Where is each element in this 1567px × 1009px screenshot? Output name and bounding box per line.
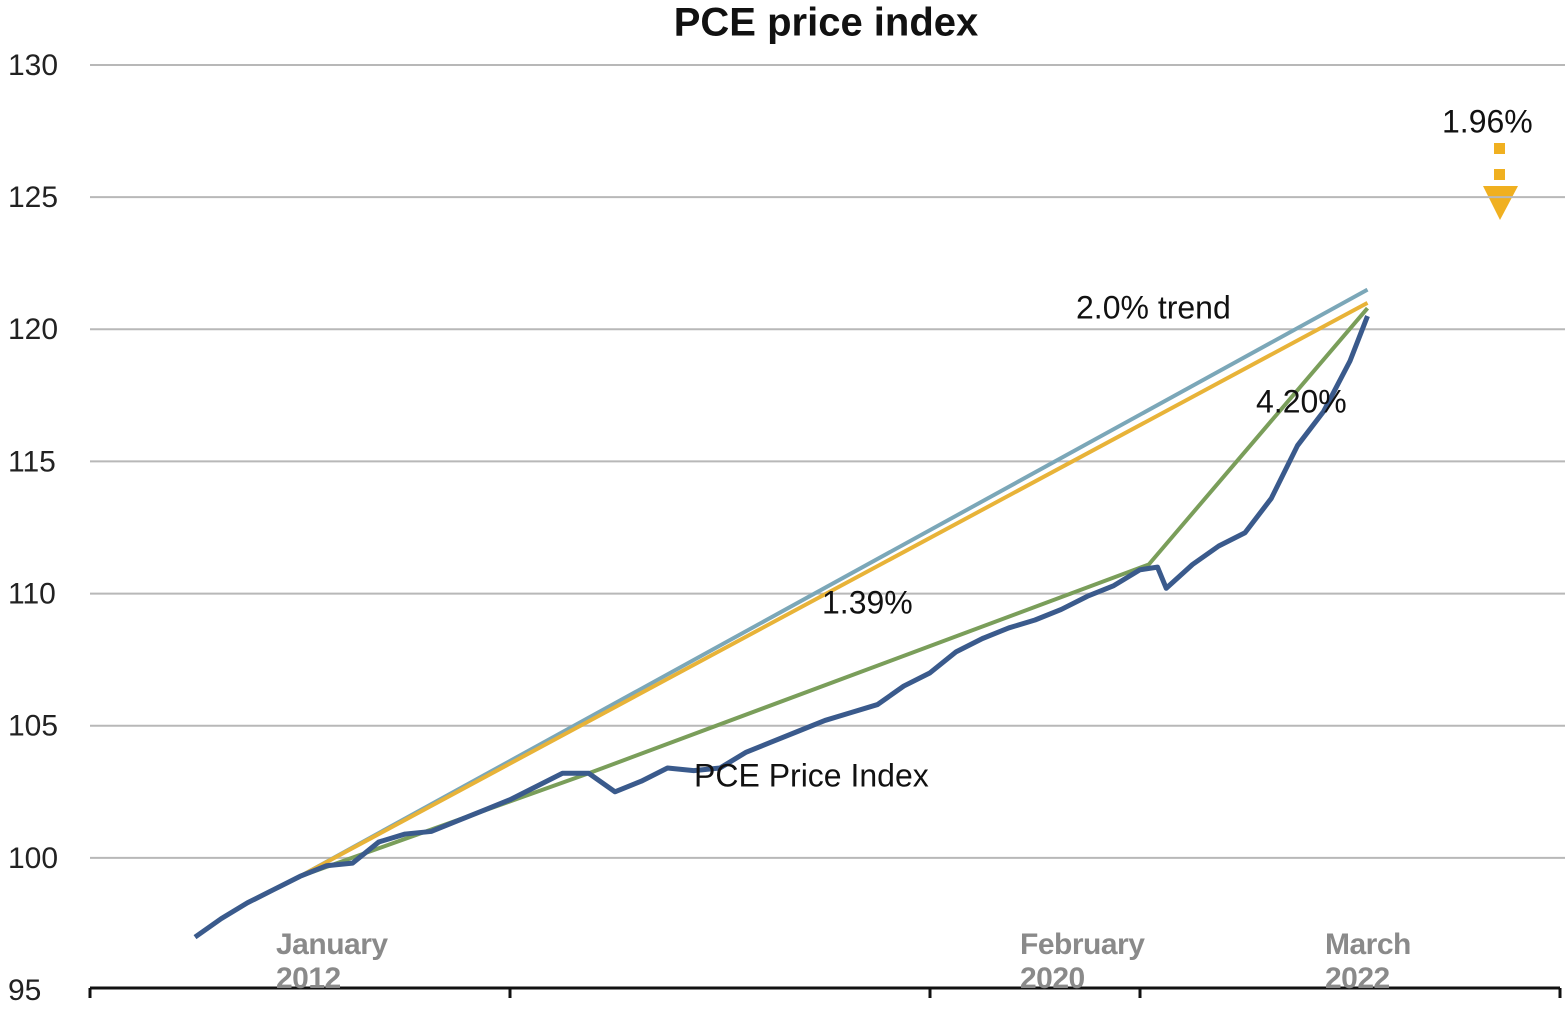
series-label: 1.96% <box>1442 103 1533 139</box>
x-label: March 2022 <box>1325 928 1411 995</box>
chart-title: PCE price index <box>674 1 979 45</box>
y-tick-label: 100 <box>8 842 58 875</box>
y-tick-label: 125 <box>8 181 58 214</box>
y-tick-label: 95 <box>8 974 41 1007</box>
y-tick-label: 105 <box>8 710 58 743</box>
series-label: PCE Price Index <box>694 757 929 793</box>
y-tick-label: 120 <box>8 313 58 346</box>
x-label: February 2020 <box>1020 928 1145 995</box>
y-tick-label: 115 <box>8 445 56 478</box>
annotation: 4.20% <box>1256 383 1347 419</box>
series-line <box>193 315 1370 940</box>
series-label: 2.0% trend <box>1076 289 1231 325</box>
y-tick-label: 130 <box>8 49 58 82</box>
series-label: 1.39% <box>822 584 913 620</box>
x-label: January 2012 <box>276 928 388 995</box>
arrow-marker <box>1483 143 1518 220</box>
series-line <box>299 301 1369 879</box>
y-tick-label: 110 <box>8 577 56 610</box>
